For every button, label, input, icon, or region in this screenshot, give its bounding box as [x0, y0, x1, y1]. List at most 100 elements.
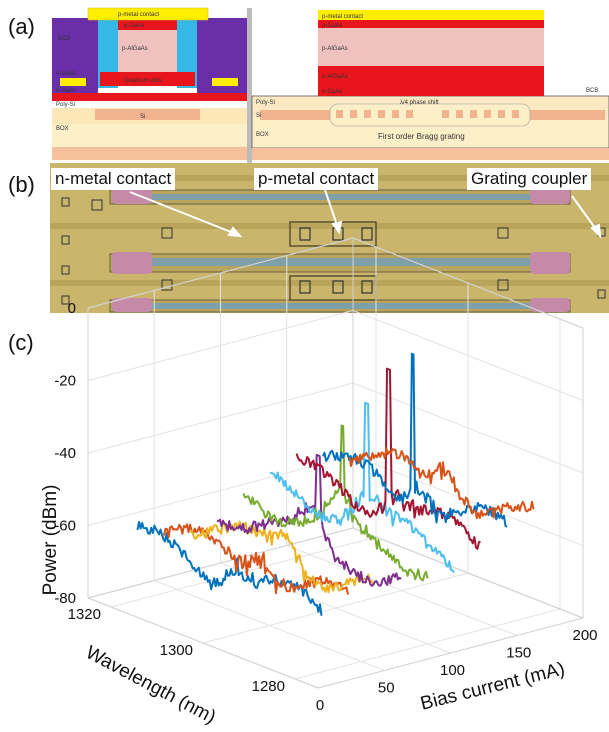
right-p-algaas — [318, 28, 544, 66]
grid-line-wl-floor — [294, 608, 561, 680]
grid-line-z-side — [352, 310, 584, 401]
schematic-divider — [247, 8, 252, 163]
left-label-5: n-GaAs — [56, 88, 76, 94]
grid-line-z-back — [87, 455, 354, 526]
x-tick-label: 1300 — [160, 642, 193, 659]
spectrum-series-140mA — [295, 367, 481, 550]
grid-line-wl-floor — [202, 572, 469, 644]
callout-arrows — [129, 189, 602, 239]
right-label-5: Poly-Si — [256, 100, 275, 106]
device-row-3 — [109, 299, 571, 313]
left-qd-layer — [100, 72, 195, 86]
axis-edge — [87, 237, 354, 309]
y-tick-label: 0 — [316, 697, 324, 714]
grating-callout: Grating coupler — [467, 168, 592, 190]
z-tick-label: -20 — [54, 373, 76, 390]
left-n-metal-r — [212, 78, 238, 86]
right-label-3: n-AlGaAs — [322, 74, 348, 80]
right-n-algaas — [318, 66, 544, 86]
left-label-8: BOX — [56, 126, 69, 132]
left-n-gaas-layer — [52, 93, 248, 101]
left-label-1: p-GaAs — [124, 23, 144, 29]
grid-line-z-back — [87, 310, 354, 381]
right-label-10: BCB — [586, 88, 598, 94]
left-cyan-right — [177, 18, 197, 88]
cross-section-schematic: p-metal contact p-GaAs p-AlGaAs Quantum … — [52, 7, 609, 163]
panel-c-label: (c) — [8, 330, 34, 355]
spectrum-series-40mA — [163, 523, 349, 595]
right-si-left — [260, 110, 335, 120]
grid-line-z-side — [352, 382, 584, 474]
z-tick-label: -80 — [54, 590, 76, 607]
right-si-right — [525, 110, 605, 120]
grating-arrow — [571, 195, 599, 233]
right-grating-body — [329, 103, 531, 127]
right-cross-section: p-metal contact p-GaAs p-AlGaAs n-AlGaAs… — [251, 10, 609, 160]
grid-line-bias-floor — [87, 597, 319, 689]
right-p-metal — [318, 10, 544, 20]
right-label-8: First order Bragg grating — [378, 132, 465, 141]
right-label-2: p-AlGaAs — [322, 46, 348, 52]
spectrum-series-120mA — [269, 401, 455, 573]
right-label-4: n-GaAs — [322, 89, 342, 95]
left-p-gaas — [118, 20, 177, 30]
left-label-4: n-metal — [56, 71, 76, 77]
axis-edge — [87, 527, 354, 599]
grid-line-wl-floor — [110, 536, 377, 608]
panel-b-label: (b) — [8, 172, 35, 197]
grid-line-z-back — [87, 237, 354, 309]
left-label-9: BCB — [58, 36, 70, 42]
device-row-1 — [109, 189, 571, 205]
y-tick-label: 100 — [440, 662, 465, 679]
spectrum-series-100mA — [242, 424, 429, 582]
left-label-7: Si — [140, 114, 145, 120]
panel-a-label: (a) — [8, 14, 35, 39]
grid-line-z-side — [352, 455, 584, 546]
left-p-algaas — [118, 30, 177, 75]
right-label-1: p-GaAs — [322, 23, 342, 29]
chart-tick-labels: 0 -20 -40 -60 -80 1280 1300 1320 0 50 100 150 200 — [54, 300, 597, 714]
p-metal-callout: p-metal contact — [254, 168, 379, 190]
left-bottom-layer — [52, 147, 248, 160]
axis-edge — [352, 527, 584, 619]
n-metal-callout: n-metal contact — [51, 168, 176, 190]
right-label-6: Si — [256, 113, 261, 119]
left-label-3: Quantum dots — [124, 78, 162, 84]
x-axis-label: Wavelength (nm) — [82, 642, 219, 728]
spectrum-series-160mA — [322, 352, 508, 528]
p-metal-arrow — [324, 189, 339, 229]
right-label-7: λ/4 phase shift — [400, 100, 439, 106]
grid-line-z-side — [352, 527, 584, 619]
grid-line-bias-floor — [352, 527, 584, 619]
axis-edge — [352, 237, 584, 329]
n-metal-arrow — [129, 191, 237, 235]
z-tick-label: -60 — [54, 518, 76, 535]
right-n-gaas — [318, 86, 544, 96]
spectrum-series-20mA — [136, 521, 323, 616]
left-label-6: Poly-Si — [56, 102, 75, 108]
grid-line-z-back — [87, 527, 354, 599]
right-bottom-layer — [252, 148, 609, 160]
axis-edge — [317, 617, 584, 689]
right-label-0: p-metal contact — [322, 14, 363, 20]
y-tick-label: 200 — [572, 627, 597, 644]
spectrum-series-180mA — [348, 447, 535, 520]
device-row-2 — [109, 253, 571, 273]
right-label-9: BOX — [256, 132, 269, 138]
z-tick-label: 0 — [68, 300, 76, 317]
grid-line-z-back — [87, 382, 354, 454]
right-grating-teeth — [336, 110, 519, 118]
left-label-0: p-metal contact — [118, 12, 159, 18]
y-tick-label: 50 — [378, 680, 395, 697]
y-tick-label: 150 — [506, 645, 531, 662]
waveguide-rows — [50, 175, 609, 313]
left-cyan-left — [98, 18, 118, 88]
chart-grid — [87, 237, 584, 689]
left-n-metal-l — [60, 78, 86, 86]
left-label-2: p-AlGaAs — [122, 46, 148, 52]
left-si-waveguide — [95, 109, 200, 120]
right-p-gaas — [318, 20, 544, 28]
spectrum-series-80mA — [216, 453, 402, 587]
grid-line-bias-floor — [220, 562, 451, 654]
y-axis-label: Bias current (mA) — [418, 659, 567, 715]
